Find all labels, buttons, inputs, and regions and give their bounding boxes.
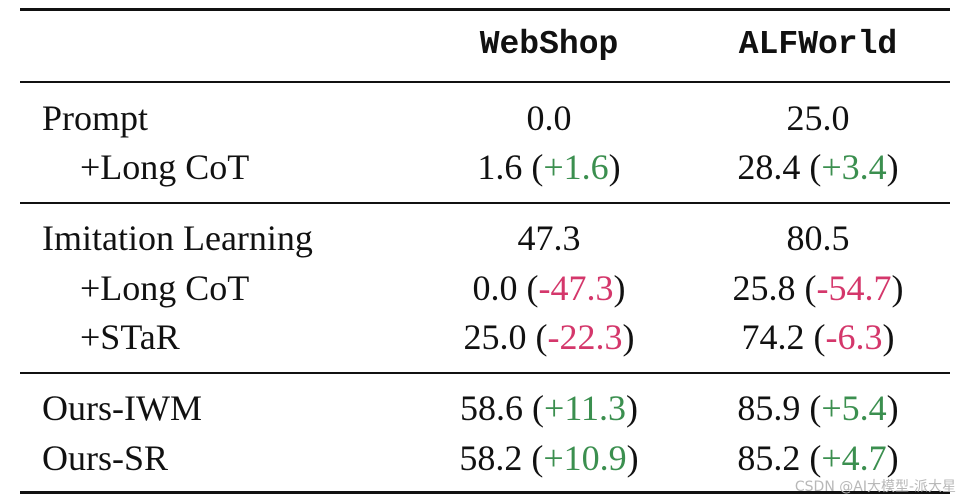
score-text: 58.2 ( [459, 438, 544, 478]
score-text: 0.0 ( [472, 268, 539, 308]
score-cell: 47.3 [518, 218, 581, 258]
row-label: Prompt [42, 98, 149, 138]
delta: +11.3 [544, 388, 626, 428]
score-cell: 28.4 (+3.4) [737, 147, 898, 187]
row-label: Ours-SR [42, 438, 169, 478]
score-cell: 25.8 (-54.7) [733, 268, 904, 308]
score-text: 85.2 ( [737, 438, 822, 478]
score-text: 47.3 [517, 218, 581, 258]
group-rule [20, 202, 950, 204]
score-cell: 58.2 (+10.9) [459, 438, 638, 478]
score-cell: 58.6 (+11.3) [460, 388, 638, 428]
score-text: 25.0 [786, 98, 850, 138]
row-label: +STaR [80, 317, 180, 357]
score-text: ) [882, 317, 895, 357]
group-rule [20, 372, 950, 374]
score-text: 25.8 ( [732, 268, 817, 308]
score-text: 28.4 ( [737, 147, 822, 187]
score-text: ) [625, 388, 638, 428]
delta: +4.7 [821, 438, 887, 478]
delta: +5.4 [821, 388, 887, 428]
score-cell: 85.2 (+4.7) [737, 438, 898, 478]
score-text: ) [608, 147, 621, 187]
score-text: 74.2 ( [741, 317, 826, 357]
delta: +10.9 [543, 438, 627, 478]
score-text: ) [886, 147, 899, 187]
score-text: 0.0 [526, 98, 572, 138]
bottom-rule [20, 491, 950, 494]
delta: +1.6 [543, 147, 609, 187]
score-text: 1.6 ( [477, 147, 544, 187]
score-text: 80.5 [786, 218, 850, 258]
score-text: 58.6 ( [460, 388, 545, 428]
row-label: Ours-IWM [42, 388, 202, 428]
score-text: 25.0 ( [463, 317, 548, 357]
delta: -47.3 [538, 268, 614, 308]
delta: -54.7 [816, 268, 892, 308]
delta: -22.3 [547, 317, 623, 357]
score-cell: 80.5 [787, 218, 850, 258]
score-text: ) [886, 388, 899, 428]
score-text: ) [886, 438, 899, 478]
delta: -6.3 [825, 317, 883, 357]
column-header: ALFWorld [738, 26, 898, 63]
score-text: ) [626, 438, 639, 478]
score-text: 85.9 ( [737, 388, 822, 428]
score-text: ) [622, 317, 635, 357]
column-header: WebShop [479, 26, 619, 63]
header-rule [20, 81, 950, 83]
top-rule [20, 8, 950, 11]
score-cell: 85.9 (+5.4) [737, 388, 898, 428]
score-cell: 25.0 [787, 98, 850, 138]
row-label: +Long CoT [80, 147, 250, 187]
score-cell: 25.0 (-22.3) [464, 317, 635, 357]
score-text: ) [613, 268, 626, 308]
score-cell: 74.2 (-6.3) [742, 317, 895, 357]
score-cell: 0.0 (-47.3) [473, 268, 626, 308]
score-cell: 0.0 [527, 98, 572, 138]
row-label: Imitation Learning [42, 218, 313, 258]
row-label: +Long CoT [80, 268, 250, 308]
watermark: CSDN @AI大模型-派大星 [794, 479, 956, 495]
score-cell: 1.6 (+1.6) [477, 147, 620, 187]
delta: +3.4 [821, 147, 887, 187]
score-text: ) [891, 268, 904, 308]
